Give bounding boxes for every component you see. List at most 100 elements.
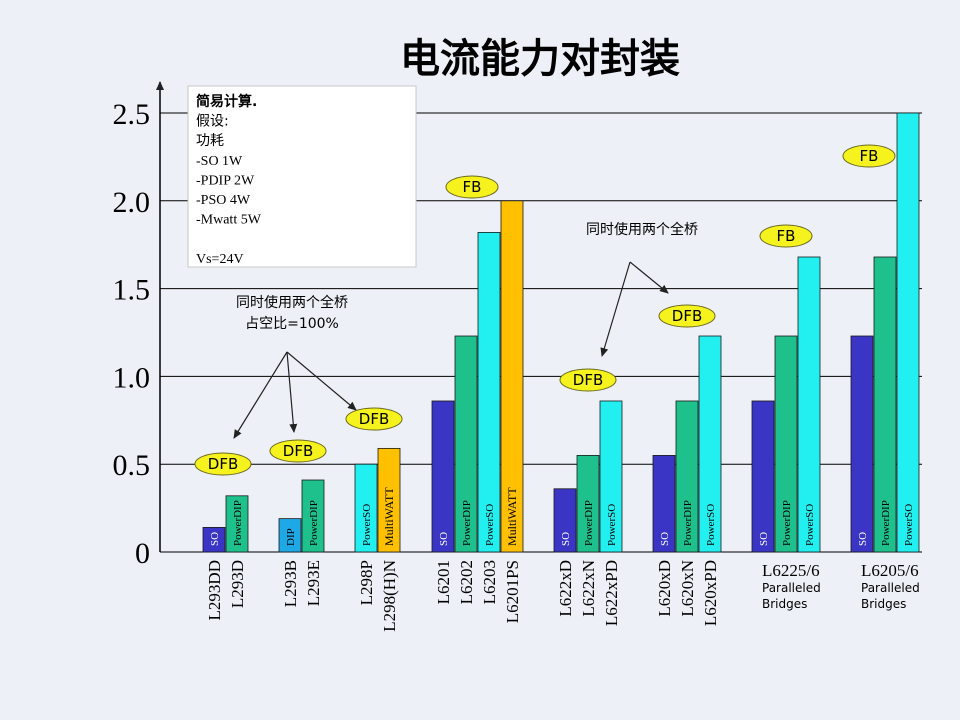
bar-label: PowerSO <box>606 504 618 546</box>
bar-powerdip <box>774 335 798 553</box>
info-line: 功耗 <box>196 133 224 149</box>
info-line: -PDIP 2W <box>196 173 255 188</box>
x-category-label: L6201 <box>434 560 453 604</box>
bar-label: SO <box>438 532 450 546</box>
bar-so <box>553 488 577 553</box>
badge-label: DFB <box>672 307 702 325</box>
bar-label: PowerDIP <box>682 500 694 546</box>
x-category-label: L6203 <box>480 560 499 604</box>
badge-label: DFB <box>359 410 389 428</box>
x-category-label: L6201PS <box>503 560 522 623</box>
x-category-label: L622xPD <box>602 560 621 626</box>
badge-fb: FB <box>759 224 813 248</box>
bar-label: DIP <box>285 528 297 546</box>
bar-so <box>431 400 455 553</box>
bar-label: MultiWATT <box>505 487 519 546</box>
x-category-label: L622xD <box>556 560 575 617</box>
badge-label: FB <box>777 227 796 245</box>
y-tick-label: 2.0 <box>113 186 151 219</box>
x-category-label: L6205/6 <box>861 561 919 580</box>
info-line: Vs=24V <box>196 252 244 267</box>
bar-powerdip <box>873 256 897 553</box>
annotation-right: 同时使用两个全桥 <box>586 221 698 238</box>
bar-powerso <box>599 400 623 553</box>
y-tick-label: 1.5 <box>113 274 151 307</box>
bar-so <box>850 335 874 553</box>
info-box: 简易计算. 假设: 功耗 -SO 1W -PDIP 2W -PSO 4W -Mwatt 5W… <box>187 85 417 268</box>
badges: DFB DFB DFB FB DFB DFB FB FB <box>194 144 896 476</box>
badge-label: DFB <box>283 442 313 460</box>
x-category-label: L6202 <box>457 560 476 604</box>
bar-powerdip <box>301 479 325 553</box>
bar-so <box>751 400 775 553</box>
annotation-left-line1: 同时使用两个全桥 <box>236 294 348 311</box>
bar-label: SO <box>758 532 770 546</box>
x-sublabel: Bridges <box>861 597 906 611</box>
bar-label: PowerSO <box>361 504 373 546</box>
bar-powerso <box>797 256 821 553</box>
x-category-label: L620xPD <box>701 560 720 626</box>
x-sublabel: Paralleled <box>762 581 821 595</box>
x-category-label: L293E <box>304 560 323 606</box>
bar-label: SO <box>209 532 221 546</box>
bar-label: PowerDIP <box>781 500 793 546</box>
bars: SO PowerDIP DIP PowerDIP PowerSO MultiWATT SO P… <box>202 112 920 553</box>
x-category-label: L298(H)N <box>380 560 399 632</box>
badge-fb: FB <box>445 175 499 199</box>
x-category-label: L293B <box>281 560 300 607</box>
info-line: -PSO 4W <box>196 193 251 208</box>
bar-multiwatt <box>500 200 524 553</box>
badge-dfb: DFB <box>658 304 716 328</box>
page-title: 电流能力对封装 <box>400 36 680 82</box>
x-category-label: L620xN <box>678 560 697 617</box>
arrow-1 <box>233 351 288 439</box>
x-sublabel: Paralleled <box>861 581 920 595</box>
y-tick-label: 2.5 <box>113 98 151 131</box>
bar-label: PowerSO <box>484 504 496 546</box>
bar-so <box>652 455 676 553</box>
x-category-label: L293D <box>228 560 247 608</box>
badge-fb: FB <box>842 144 896 168</box>
badge-label: FB <box>463 178 482 196</box>
y-tick-label: 0 <box>135 537 150 570</box>
badge-dfb: DFB <box>194 452 252 476</box>
x-category-label: L622xN <box>579 560 598 617</box>
badge-dfb: DFB <box>269 439 327 463</box>
bar-label: PowerSO <box>804 504 816 546</box>
bar-label: PowerDIP <box>308 500 320 546</box>
bar-multiwatt <box>377 447 401 553</box>
bar-powerso <box>896 112 920 553</box>
bar-powerdip <box>454 335 478 553</box>
x-labels: L293DD L293D L293B L293E L298P L298(H)N L6201 L… <box>205 560 920 632</box>
bar-label: PowerSO <box>705 504 717 546</box>
badge-label: DFB <box>208 455 238 473</box>
bar-powerso <box>477 232 501 553</box>
y-tick-label: 1.0 <box>113 361 151 394</box>
bar-label: PowerDIP <box>880 500 892 546</box>
bar-label: MultiWATT <box>382 487 396 546</box>
x-category-label: L6225/6 <box>762 561 820 580</box>
bar-powerdip <box>675 400 699 553</box>
info-line: 假设: <box>196 114 229 130</box>
arrow-4 <box>600 261 631 357</box>
annotations: 同时使用两个全桥 占空比=100% 同时使用两个全桥 <box>233 221 698 439</box>
badge-label: FB <box>860 147 879 165</box>
badge-dfb: DFB <box>345 407 403 431</box>
bar-label: PowerSO <box>903 504 915 546</box>
arrow-5 <box>629 261 669 294</box>
info-line: -SO 1W <box>196 154 243 169</box>
bar-so <box>202 527 226 553</box>
info-line: -Mwatt 5W <box>196 213 262 228</box>
annotation-left-line2: 占空比=100% <box>245 316 339 332</box>
badge-dfb: DFB <box>559 368 617 392</box>
bar-label: PowerDIP <box>461 500 473 546</box>
bar-powerso <box>354 463 378 553</box>
bar-powerdip <box>576 455 600 553</box>
bar-powerso <box>698 335 722 553</box>
info-line: 简易计算. <box>196 93 257 110</box>
arrow-3 <box>286 351 357 411</box>
bar-dip <box>278 518 302 553</box>
bar-label: SO <box>659 532 671 546</box>
badge-label: DFB <box>573 371 603 389</box>
